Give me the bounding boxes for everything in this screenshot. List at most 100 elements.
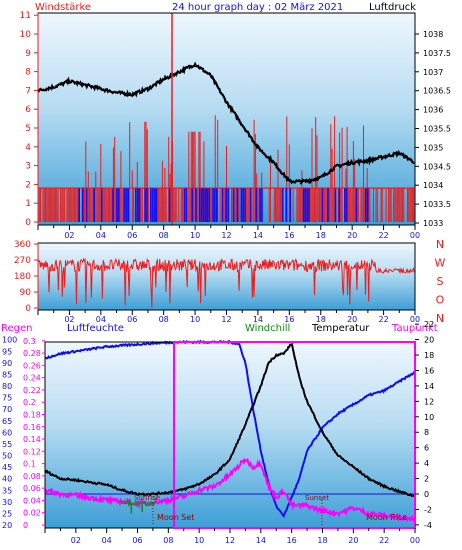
luftfeuchte-tick: 30 — [2, 498, 12, 507]
regen-tick: 0.24 — [23, 374, 41, 383]
x-tick-label: 18 — [317, 536, 327, 545]
x-tick-label: 00 — [410, 315, 420, 324]
x-tick-label: 22 — [378, 231, 388, 240]
regen-tick: 0.04 — [23, 496, 41, 505]
winddir-tick: 90 — [20, 288, 32, 298]
x-tick-label: 02 — [64, 315, 74, 324]
luftfeuchte-axis: 20 25 30 35 40 45 50 55 60 65 70 75 80 85 90 95 100 — [2, 336, 17, 530]
x-tick-label: 20 — [348, 536, 358, 545]
winddir-tick: 270 — [14, 256, 31, 266]
luftdruck-tick: 1033.5 — [423, 200, 451, 209]
moon-set-label: Moon Set — [157, 513, 194, 522]
temperatur-axis: -4 -2 0 2 4 6 8 10 12 14 16 18 20 22 — [415, 320, 434, 530]
x-tick-label: 10 — [190, 315, 200, 324]
regen-tick: 0.2 — [23, 398, 36, 407]
luftdruck-line — [37, 61, 415, 185]
x-tick-label: 06 — [132, 536, 142, 545]
winddir-axis: 0 90 180 270 360 — [14, 240, 39, 314]
windstaerke-tick: 11 — [20, 11, 31, 21]
luftfeuchte-tick: 65 — [2, 417, 12, 426]
luftdruck-tick: 1036 — [423, 106, 443, 115]
temperatur-tick: 6 — [424, 444, 429, 453]
regen-tick: 0.08 — [23, 472, 41, 481]
x-axis-hours-3: 02 04 06 08 10 12 14 16 18 20 22 00 — [44, 528, 420, 545]
compass-label: N — [436, 312, 444, 325]
temperatur-tick: 12 — [424, 397, 434, 406]
windstaerke-tick: 3 — [25, 162, 31, 172]
x-tick-label: 14 — [256, 536, 266, 545]
x-tick-label: 22 — [378, 315, 388, 324]
x-tick-label: 00 — [410, 231, 420, 240]
x-axis-hours-2: 02 04 06 08 10 12 14 16 18 20 22 00 — [37, 310, 420, 324]
sunset-label: Sunset — [305, 494, 329, 502]
x-tick-label: 16 — [284, 231, 294, 240]
compass-label: S — [437, 275, 444, 288]
luftdruck-tick: 1037.5 — [423, 49, 451, 58]
regen-tick: 0.26 — [23, 361, 41, 370]
windstaerke-tick: 7 — [25, 86, 31, 96]
temperatur-tick: -4 — [424, 521, 432, 530]
x-tick-label: 04 — [102, 536, 112, 545]
wind-avg-series — [78, 188, 369, 222]
luftfeuchte-tick: 75 — [2, 394, 12, 403]
x-tick-label: 06 — [127, 315, 137, 324]
luftfeuchte-tick: 45 — [2, 463, 12, 472]
windstaerke-tick: 4 — [25, 143, 31, 153]
regen-tick: 0.3 — [23, 337, 36, 346]
legend-windchill: Windchill — [245, 323, 290, 334]
temperatur-tick: 10 — [424, 413, 434, 422]
legend-luftfeuchte: Luftfeuchte — [67, 323, 124, 334]
windstaerke-title: Windstärke — [35, 2, 91, 13]
x-tick-label: 04 — [96, 315, 106, 324]
luftfeuchte-tick: 95 — [2, 347, 12, 356]
x-tick-label: 14 — [253, 231, 263, 240]
temp-plot-area — [45, 342, 415, 528]
x-tick-label: 16 — [287, 536, 297, 545]
luftdruck-title: Luftdruck — [369, 2, 416, 13]
x-tick-label: 02 — [71, 536, 81, 545]
x-tick-label: 12 — [225, 536, 235, 545]
x-tick-label: 08 — [163, 536, 173, 545]
x-tick-label: 10 — [194, 536, 204, 545]
temperatur-tick: 14 — [424, 382, 434, 391]
x-tick-label: 22 — [379, 536, 389, 545]
winddir-tick: 0 — [25, 304, 31, 314]
temperatur-tick: -2 — [424, 505, 432, 514]
luftfeuchte-tick: 25 — [2, 509, 12, 518]
luftdruck-axis: 1033 1033.5 1034 1034.5 1035 1035.5 1036 1036.5… — [415, 30, 451, 228]
luftdruck-tick: 1035 — [423, 143, 443, 152]
x-tick-label: 20 — [347, 315, 357, 324]
luftfeuchte-tick: 60 — [2, 428, 12, 437]
luftdruck-tick: 1034.5 — [423, 162, 451, 171]
luftfeuchte-tick: 80 — [2, 382, 12, 391]
regen-tick: 0.28 — [23, 349, 41, 358]
regen-tick: 0 — [23, 521, 28, 530]
regen-tick: 0.18 — [23, 410, 41, 419]
temperatur-tick: 20 — [424, 336, 434, 345]
x-tick-label: 18 — [316, 231, 326, 240]
regen-tick: 0.14 — [23, 435, 41, 444]
x-tick-label: 08 — [159, 315, 169, 324]
regen-tick: 0.06 — [23, 484, 41, 493]
luftfeuchte-tick: 85 — [2, 370, 12, 379]
windstaerke-tick: 2 — [25, 180, 31, 190]
regen-tick: 0.02 — [23, 509, 41, 518]
legend-regen: Regen — [1, 323, 33, 334]
taupunkt-line — [44, 457, 416, 523]
winddir-plot-area — [38, 243, 415, 310]
x-tick-label: 04 — [96, 231, 106, 240]
moon-rise-label: Moon Rise — [366, 513, 407, 522]
luftdruck-tick: 1036.5 — [423, 87, 451, 96]
luftdruck-tick: 1034 — [423, 181, 443, 190]
windchill-line — [118, 498, 157, 508]
luftdruck-tick: 1035.5 — [423, 125, 451, 134]
luftfeuchte-tick: 50 — [2, 452, 12, 461]
chart-title: 24 hour graph day : 02 März 2021 — [172, 2, 343, 13]
x-tick-label: 20 — [347, 231, 357, 240]
winddir-tick: 180 — [14, 272, 31, 282]
winddir-tick: 360 — [14, 240, 31, 250]
regen-axis: 0 0.02 0.04 0.06 0.08 0.1 0.12 0.14 0.16 0.18 0.2 0… — [23, 337, 45, 530]
x-tick-label: 12 — [221, 315, 231, 324]
